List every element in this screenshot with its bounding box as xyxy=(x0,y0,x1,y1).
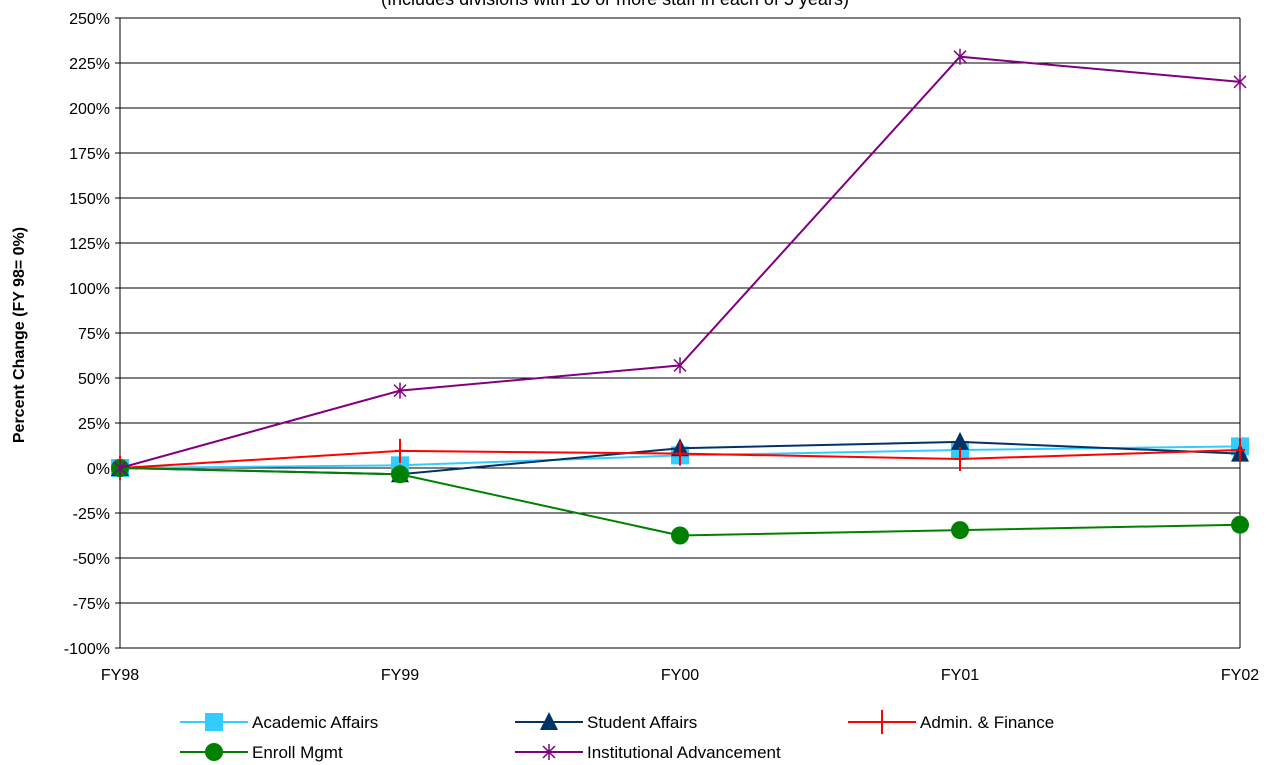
legend-marker xyxy=(205,743,223,761)
x-tick-label: FY01 xyxy=(941,667,979,684)
legend-label: Enroll Mgmt xyxy=(252,743,343,762)
y-tick-label: 75% xyxy=(78,326,110,343)
data-point xyxy=(395,438,405,463)
y-tick-label: 125% xyxy=(69,236,110,253)
series-line xyxy=(119,55,1241,469)
series-institutional-advancement xyxy=(113,48,1247,476)
y-tick-label: 225% xyxy=(69,56,110,73)
data-point xyxy=(1233,73,1247,90)
legend-item: Academic Affairs xyxy=(180,713,378,732)
y-tick-label: -25% xyxy=(73,506,110,523)
legend-marker xyxy=(205,713,223,731)
legend-label: Student Affairs xyxy=(587,713,697,732)
legend-item: Student Affairs xyxy=(515,712,697,732)
y-tick-label: 0% xyxy=(87,461,110,478)
y-tick-label: 250% xyxy=(69,11,110,28)
series-line xyxy=(119,467,1241,537)
series-admin-finance xyxy=(115,438,1245,480)
legend-item: Enroll Mgmt xyxy=(180,743,343,762)
series-layer xyxy=(111,48,1249,545)
data-point xyxy=(1235,438,1245,462)
y-tick-label: 100% xyxy=(69,281,110,298)
data-point xyxy=(955,447,965,471)
data-point xyxy=(951,431,969,450)
legend-label: Institutional Advancement xyxy=(587,743,781,762)
legend-item: Institutional Advancement xyxy=(515,743,781,762)
series-enroll-mgmt xyxy=(111,459,1249,545)
data-point xyxy=(675,441,685,466)
y-axis-title: Percent Change (FY 98= 0%) xyxy=(11,227,28,443)
legend-marker xyxy=(877,710,887,734)
x-axis-ticks: FY98 FY99 FY00 FY01 FY02 xyxy=(101,667,1259,684)
legend-item: Admin. & Finance xyxy=(848,710,1054,734)
y-tick-label: 175% xyxy=(69,146,110,163)
x-tick-label: FY00 xyxy=(661,667,699,684)
legend-marker xyxy=(542,744,556,760)
legend-marker xyxy=(540,712,558,730)
grid-lines xyxy=(119,17,1241,649)
y-tick-label: -75% xyxy=(73,596,110,613)
x-tick-label: FY02 xyxy=(1221,667,1259,684)
data-point xyxy=(953,48,967,65)
data-point xyxy=(671,526,689,545)
data-point xyxy=(391,465,409,484)
y-tick-label: 150% xyxy=(69,191,110,208)
y-tick-label: 50% xyxy=(78,371,110,388)
y-axis-ticks: -100% -75% -50% -25% 0% 25% 50% 75% 100% 125% 150%… xyxy=(64,11,120,658)
data-point xyxy=(113,460,127,476)
data-point xyxy=(951,521,969,540)
data-point xyxy=(1231,515,1249,534)
x-tick-label: FY98 xyxy=(101,667,139,684)
y-tick-label: 25% xyxy=(78,416,110,433)
legend-label: Academic Affairs xyxy=(252,713,378,732)
x-tick-label: FY99 xyxy=(381,667,419,684)
y-tick-label: 200% xyxy=(69,101,110,118)
y-tick-label: -50% xyxy=(73,551,110,568)
legend-label: Admin. & Finance xyxy=(920,713,1054,732)
chart-subtitle: (Includes divisions with 10 or more staf… xyxy=(381,0,849,9)
data-point xyxy=(393,382,407,399)
legend: Academic Affairs Student Affairs Admin. & … xyxy=(180,710,1054,762)
y-tick-label: -100% xyxy=(64,641,110,658)
data-point xyxy=(673,357,687,374)
